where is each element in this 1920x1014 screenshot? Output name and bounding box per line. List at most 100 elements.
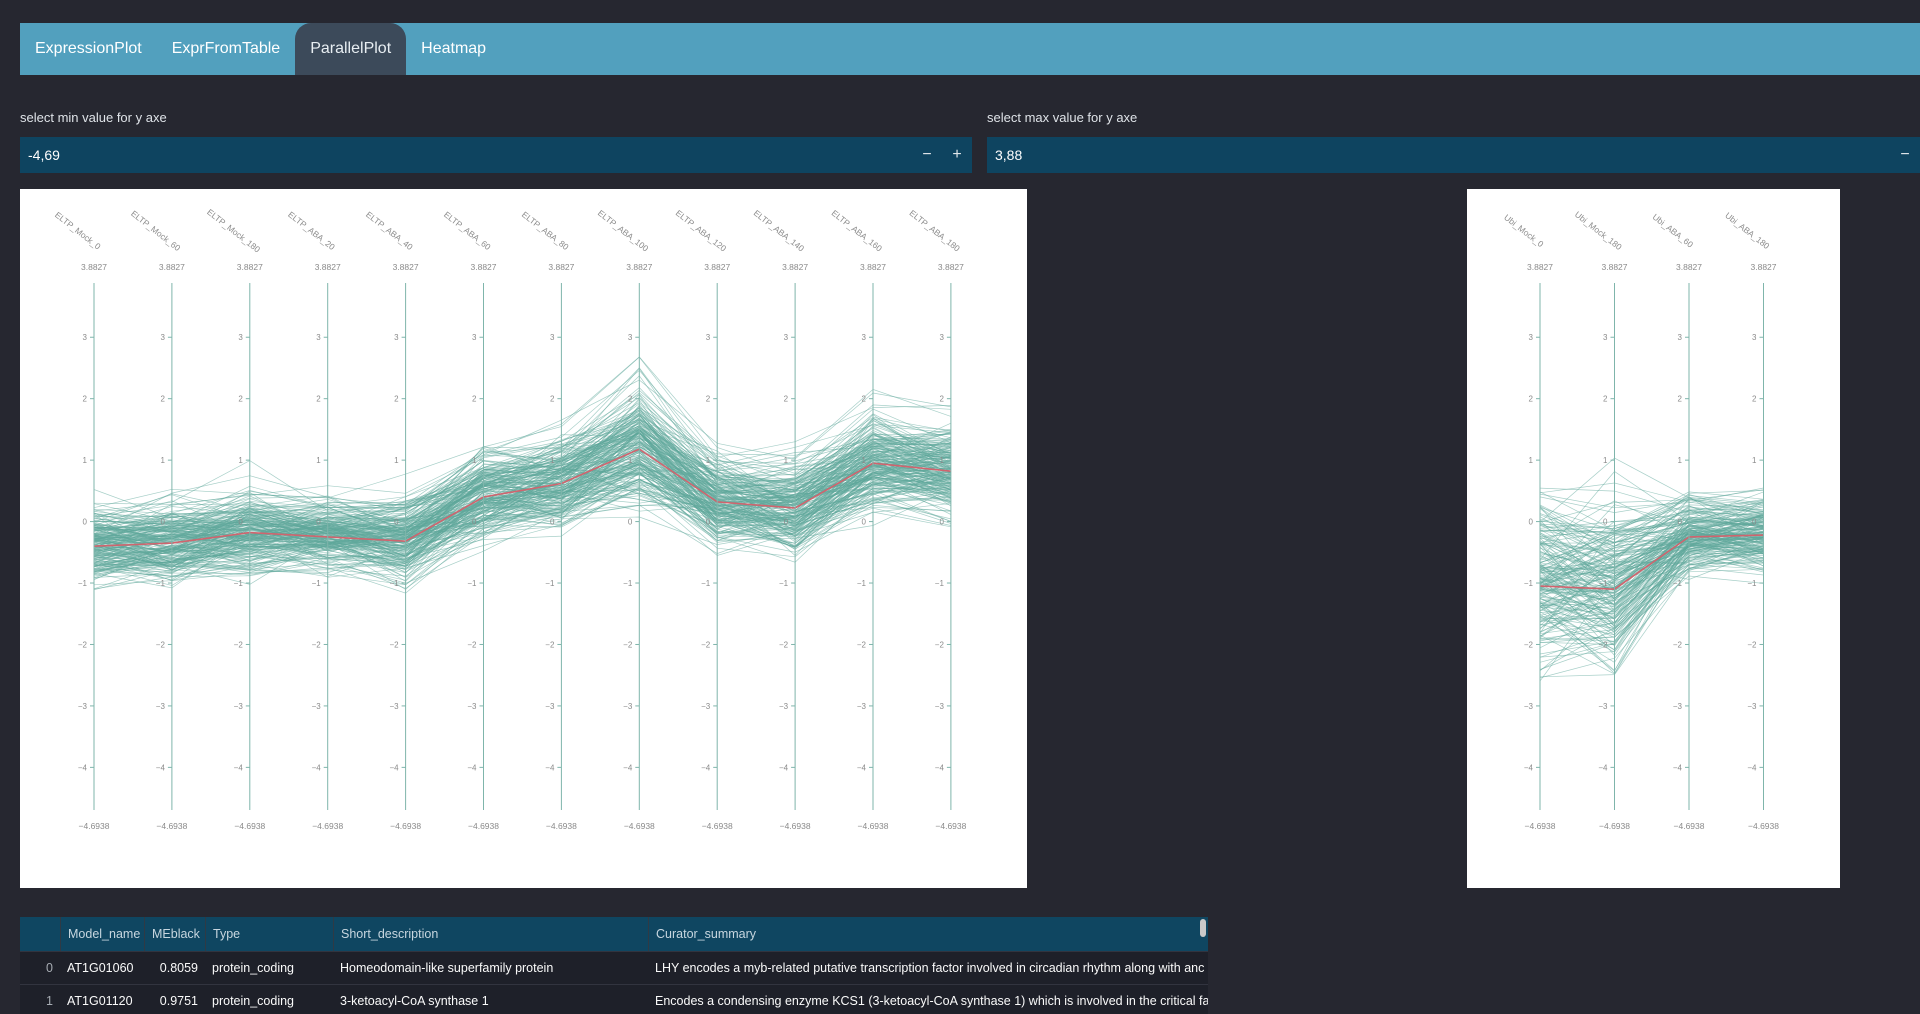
col-type-header[interactable]: Type (205, 917, 333, 951)
data-line (93, 456, 951, 574)
tick-label: −4 (1673, 763, 1683, 772)
tick-label: −2 (467, 640, 477, 649)
tick-label: −4 (467, 763, 477, 772)
dimension-label: Ubi_Mock_180 (1573, 209, 1624, 252)
data-line (1539, 509, 1764, 534)
max-value-field[interactable]: 3,88 (995, 147, 1023, 163)
tick-label: 3 (472, 333, 477, 342)
tick-label: −2 (389, 640, 399, 649)
tab-exprfromtable[interactable]: ExprFromTable (171, 40, 281, 57)
max-decrement-button[interactable]: − (1900, 146, 1910, 163)
tick-label: 0 (316, 518, 321, 527)
range-max-label: 3.8827 (1527, 262, 1553, 272)
dimension-label: ELTP_ABA_140 (752, 208, 807, 254)
cell-type: protein_coding (212, 961, 295, 975)
tick-label: −3 (1673, 702, 1683, 711)
tick-label: −1 (1524, 579, 1534, 588)
data-line (1539, 504, 1764, 586)
dimension-label: ELTP_Mock_180 (205, 207, 262, 255)
data-line (93, 379, 951, 505)
tick-label: 1 (628, 456, 633, 465)
tick-label: −4 (1747, 763, 1757, 772)
parallel-plot-ubi: 3 2 1 0 −1 −2 −3 −4 Ubi_Mock_0 3.8827 −4.6938 3 2 1 0 −… (1467, 189, 1840, 888)
table-scrollbar[interactable] (1200, 919, 1206, 937)
data-line (93, 432, 951, 556)
data-line (93, 471, 951, 570)
range-max-label: 3.8827 (548, 262, 574, 272)
tick-label: 2 (472, 395, 477, 404)
data-line (1539, 550, 1764, 626)
tab-expressionplot[interactable]: ExpressionPlot (35, 40, 142, 57)
data-line (93, 487, 952, 586)
col-short-description-header[interactable]: Short_description (333, 917, 648, 951)
parallel-plot-ubi-svg: 3 2 1 0 −1 −2 −3 −4 Ubi_Mock_0 3.8827 −4.6938 3 2 1 0 −… (1502, 209, 1779, 831)
data-line (93, 414, 951, 551)
tick-label: 1 (394, 456, 399, 465)
data-line (1539, 497, 1764, 530)
tick-label: −2 (78, 640, 88, 649)
tick-label: 1 (862, 456, 867, 465)
data-line (1539, 495, 1764, 547)
col-meblack-header[interactable]: MEblack (144, 917, 205, 951)
tick-label: 1 (550, 456, 555, 465)
table-row[interactable]: 1 AT1G01120 0.9751 protein_coding 3-keto… (20, 985, 1208, 1014)
range-min-label: −4.6938 (702, 821, 733, 831)
data-table: Model_name MEblack Type Short_descriptio… (20, 917, 1208, 1014)
min-value-field[interactable]: -4,69 (28, 147, 60, 163)
tick-label: −1 (1673, 579, 1683, 588)
tab-bar: ExpressionPlot ExprFromTable ParallelPlo… (20, 23, 1920, 75)
tick-label: −1 (234, 579, 244, 588)
data-line (1539, 519, 1764, 533)
tick-label: 0 (83, 518, 88, 527)
dimension-label: ELTP_ABA_180 (908, 208, 963, 254)
min-label: select min value for y axe (20, 110, 167, 125)
axis-eltp-aba-180[interactable]: 3 2 1 0 −1 −2 −3 −4 ELTP_ABA_180 3.8827 −4.6938 (908, 208, 967, 831)
range-min-label: −4.6938 (79, 821, 110, 831)
data-line (1539, 536, 1764, 619)
tick-label: −2 (857, 640, 867, 649)
data-line (93, 405, 952, 537)
tab-heatmap[interactable]: Heatmap (421, 40, 487, 57)
tick-label: −4 (1524, 763, 1534, 772)
tick-label: −1 (857, 579, 867, 588)
tick-label: 0 (628, 518, 633, 527)
tick-label: −2 (1673, 640, 1683, 649)
tick-label: −3 (1524, 702, 1534, 711)
tick-label: −1 (312, 579, 322, 588)
data-line (93, 414, 951, 517)
tick-label: 2 (1678, 395, 1683, 404)
axis-eltp-mock-0[interactable]: 3 2 1 0 −1 −2 −3 −4 ELTP_Mock_0 3.8827 −4.6938 (53, 210, 110, 831)
col-model-name-header[interactable]: Model_name (60, 917, 144, 951)
tick-label: 0 (1603, 518, 1608, 527)
tab-parallelplot[interactable]: ParallelPlot (295, 23, 407, 75)
col-curator-summary-header[interactable]: Curator_summary (648, 917, 1208, 951)
tick-label: 2 (1529, 395, 1534, 404)
tick-label: 1 (83, 456, 88, 465)
data-line (93, 356, 951, 512)
data-line (93, 485, 951, 563)
tick-label: 0 (784, 518, 789, 527)
tick-label: 3 (706, 333, 711, 342)
data-line (93, 409, 951, 539)
table-row[interactable]: 0 AT1G01060 0.8059 protein_coding Homeod… (20, 952, 1208, 985)
tick-label: −2 (545, 640, 555, 649)
tick-label: 3 (939, 333, 944, 342)
dimension-label: ELTP_ABA_120 (674, 208, 729, 254)
data-line (1539, 544, 1764, 663)
tick-label: −4 (1598, 763, 1608, 772)
tick-label: 3 (394, 333, 399, 342)
dimension-label: ELTP_ABA_60 (442, 209, 493, 252)
tick-label: 1 (939, 456, 944, 465)
tick-label: 3 (862, 333, 867, 342)
min-increment-button[interactable]: + (952, 146, 962, 163)
tick-label: 0 (939, 518, 944, 527)
min-decrement-button[interactable]: − (922, 146, 932, 163)
tick-label: 2 (83, 395, 88, 404)
tick-label: −3 (545, 702, 555, 711)
tick-label: 1 (1752, 456, 1757, 465)
range-max-label: 3.8827 (860, 262, 886, 272)
tick-label: 2 (1752, 395, 1757, 404)
tick-label: −2 (935, 640, 945, 649)
data-line (93, 432, 952, 561)
data-line (1539, 521, 1764, 587)
